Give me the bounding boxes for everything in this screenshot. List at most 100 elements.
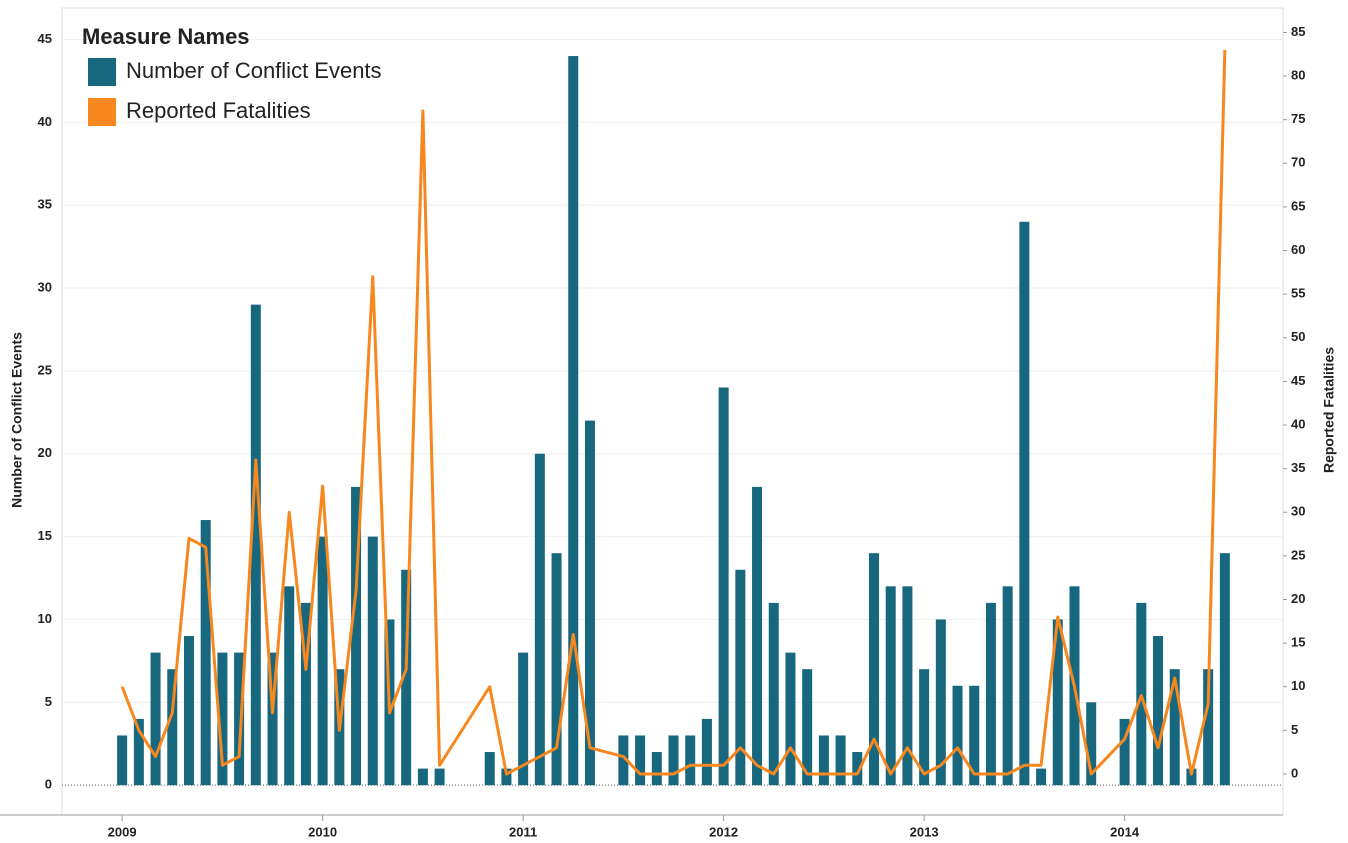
bar bbox=[250, 304, 261, 786]
bar bbox=[534, 453, 545, 786]
bar bbox=[417, 768, 428, 786]
y2-tick-label: 45 bbox=[1291, 373, 1305, 388]
bar bbox=[752, 486, 763, 786]
bar bbox=[367, 536, 378, 786]
bar bbox=[167, 669, 178, 786]
y-tick-label: 35 bbox=[38, 197, 52, 212]
y2-tick-label: 80 bbox=[1291, 67, 1305, 82]
bar bbox=[150, 652, 161, 786]
y2-tick-label: 40 bbox=[1291, 416, 1305, 431]
bar bbox=[200, 520, 211, 786]
x-tick-label: 2013 bbox=[910, 824, 939, 839]
bar bbox=[668, 735, 679, 786]
bar bbox=[317, 536, 328, 786]
x-tick-label: 2010 bbox=[308, 824, 337, 839]
y2-tick-label: 85 bbox=[1291, 24, 1305, 39]
bar bbox=[952, 685, 963, 786]
bar bbox=[902, 586, 913, 786]
bar bbox=[584, 420, 595, 786]
y2-tick-label: 50 bbox=[1291, 329, 1305, 344]
x-tick-label: 2014 bbox=[1110, 824, 1140, 839]
bar bbox=[484, 752, 495, 786]
y2-tick-label: 30 bbox=[1291, 504, 1305, 519]
bar bbox=[1086, 702, 1097, 786]
bar bbox=[1169, 669, 1180, 786]
y2-tick-label: 35 bbox=[1291, 460, 1305, 475]
bar bbox=[935, 619, 946, 786]
y-tick-label: 5 bbox=[45, 694, 52, 709]
bar bbox=[835, 735, 846, 786]
y-tick-label: 20 bbox=[38, 445, 52, 460]
bar bbox=[685, 735, 696, 786]
y2-tick-label: 0 bbox=[1291, 765, 1298, 780]
y-tick-label: 30 bbox=[38, 279, 52, 294]
bar bbox=[885, 586, 896, 786]
bar bbox=[1219, 553, 1230, 786]
y2-tick-label: 55 bbox=[1291, 286, 1305, 301]
bar bbox=[969, 685, 980, 786]
plot-frame bbox=[61, 7, 1284, 816]
bar bbox=[501, 768, 512, 786]
bar bbox=[1153, 636, 1164, 786]
bar bbox=[518, 652, 529, 786]
bar bbox=[768, 602, 779, 786]
bar bbox=[1119, 718, 1130, 786]
bar bbox=[1036, 768, 1047, 786]
legend-swatch bbox=[88, 58, 116, 86]
bar bbox=[1019, 221, 1030, 786]
bar bbox=[735, 569, 746, 786]
bar bbox=[852, 752, 863, 786]
bar bbox=[284, 586, 295, 786]
bar bbox=[818, 735, 829, 786]
bar bbox=[551, 553, 562, 786]
y2-tick-label: 25 bbox=[1291, 547, 1305, 562]
bar bbox=[868, 553, 879, 786]
bar bbox=[267, 652, 278, 786]
y2-tick-label: 15 bbox=[1291, 635, 1305, 650]
legend-label: Number of Conflict Events bbox=[126, 58, 382, 83]
bar bbox=[234, 652, 245, 786]
legend-title: Measure Names bbox=[82, 24, 250, 49]
bar bbox=[701, 718, 712, 786]
y-tick-label: 40 bbox=[38, 114, 52, 129]
bar bbox=[985, 602, 996, 786]
y2-tick-label: 65 bbox=[1291, 198, 1305, 213]
bar bbox=[568, 56, 579, 786]
bar bbox=[802, 669, 813, 786]
bar bbox=[401, 569, 412, 786]
y2-axis-title: Reported Fatalities bbox=[1321, 347, 1337, 473]
y2-tick-label: 70 bbox=[1291, 155, 1305, 170]
bar bbox=[635, 735, 646, 786]
bar bbox=[183, 636, 194, 786]
bar bbox=[1052, 619, 1063, 786]
x-tick-label: 2012 bbox=[709, 824, 738, 839]
y-tick-label: 25 bbox=[38, 362, 52, 377]
x-tick-label: 2009 bbox=[108, 824, 137, 839]
y2-tick-label: 5 bbox=[1291, 722, 1298, 737]
y-tick-label: 15 bbox=[38, 528, 52, 543]
bar bbox=[117, 735, 128, 786]
bar bbox=[718, 387, 729, 786]
bar bbox=[651, 752, 662, 786]
y2-tick-label: 75 bbox=[1291, 111, 1305, 126]
y2-tick-label: 20 bbox=[1291, 591, 1305, 606]
line bbox=[120, 49, 1227, 776]
y2-tick-label: 60 bbox=[1291, 242, 1305, 257]
bar bbox=[133, 718, 144, 786]
bar bbox=[300, 602, 311, 786]
legend-swatch bbox=[88, 98, 116, 126]
bar bbox=[1203, 669, 1214, 786]
bar bbox=[785, 652, 796, 786]
bar bbox=[1186, 768, 1197, 786]
legend-label: Reported Fatalities bbox=[126, 98, 311, 123]
bar bbox=[351, 486, 362, 786]
y-tick-label: 45 bbox=[38, 31, 52, 46]
y-tick-label: 0 bbox=[45, 777, 52, 792]
bar bbox=[618, 735, 629, 786]
y2-tick-label: 10 bbox=[1291, 678, 1305, 693]
y-axis-title: Number of Conflict Events bbox=[9, 332, 25, 508]
bar bbox=[919, 669, 930, 786]
bar bbox=[1002, 586, 1013, 786]
y-tick-label: 10 bbox=[38, 611, 52, 626]
